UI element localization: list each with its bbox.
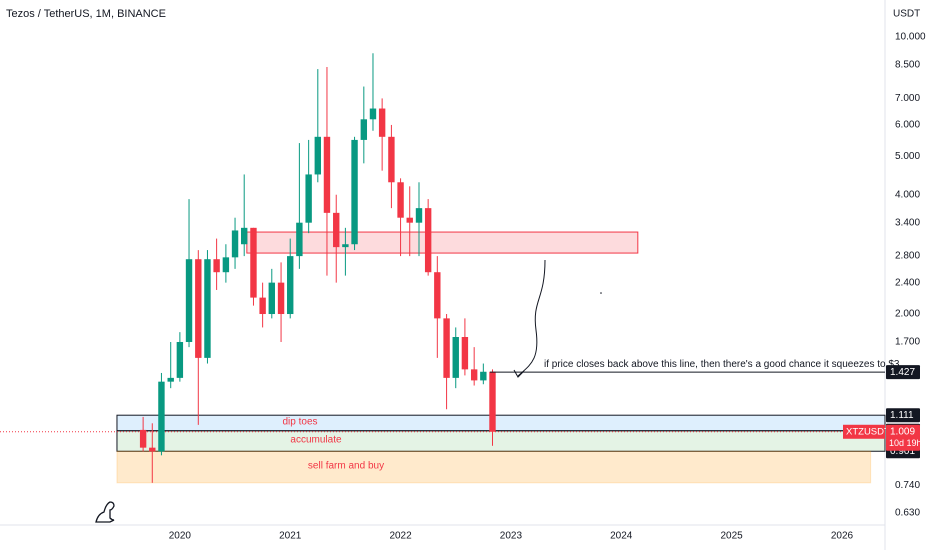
- y-tick-label: 2.800: [895, 251, 920, 262]
- y-tick-label: 2.000: [895, 309, 920, 320]
- y-tick-label: 1.700: [895, 337, 920, 348]
- zone: [246, 231, 639, 254]
- candle-body: [489, 371, 496, 432]
- last-price-label: 1.009: [890, 426, 915, 437]
- zone: [116, 414, 886, 432]
- symbol-tag-bg: [843, 424, 885, 439]
- y-tick-label: 10.000: [895, 32, 926, 43]
- candle-body: [434, 272, 441, 319]
- candle-body: [342, 244, 349, 248]
- y-tick-label: 7.000: [895, 93, 920, 104]
- candle-body: [415, 208, 423, 223]
- candle-body: [424, 208, 432, 273]
- candle-body: [388, 136, 395, 183]
- x-tick-label: 2026: [831, 531, 854, 542]
- candle-body: [167, 377, 174, 382]
- x-tick-label: 2020: [169, 531, 192, 542]
- zone-price-label: 0.901: [890, 446, 915, 457]
- candle-body: [231, 230, 239, 258]
- line-price-label-bg: [886, 365, 920, 380]
- dot: [600, 292, 602, 294]
- candle-body: [287, 256, 294, 315]
- candle-body: [323, 136, 331, 213]
- zone-label: accumulate: [290, 435, 342, 446]
- y-tick-label: 3.400: [895, 217, 920, 228]
- candle-body: [406, 217, 413, 223]
- candle-body: [176, 341, 184, 378]
- x-tick-label: 2023: [500, 531, 523, 542]
- candle-body: [461, 336, 469, 370]
- y-tick-label: 8.500: [895, 60, 920, 71]
- candle-body: [149, 447, 156, 452]
- candle-body: [480, 371, 487, 381]
- candle-body: [360, 119, 368, 140]
- axis-unit: USDT: [893, 9, 920, 20]
- candle-body: [397, 182, 404, 218]
- candle-body: [158, 381, 165, 452]
- candle-body: [268, 282, 275, 315]
- chart-title: Tezos / TetherUS, 1M, BINANCE: [6, 8, 166, 20]
- x-tick-label: 2025: [720, 531, 743, 542]
- logo: [95, 501, 115, 523]
- y-tick-label: 5.000: [895, 151, 920, 162]
- candle-body: [213, 259, 220, 273]
- candle-body: [250, 227, 257, 298]
- last-price-bg: [886, 424, 920, 451]
- zone-price-label: 1.111: [890, 410, 914, 421]
- candle-body: [277, 282, 285, 315]
- x-tick-label: 2022: [389, 531, 412, 542]
- candle-body: [195, 259, 202, 358]
- candle-body: [369, 108, 377, 120]
- candle-body: [378, 108, 386, 137]
- y-tick-label: 4.000: [895, 189, 920, 200]
- candle-body: [139, 429, 147, 448]
- annotation: if price closes back above this line, th…: [544, 359, 900, 370]
- zone-label: dip toes: [282, 417, 317, 428]
- zone: [116, 430, 886, 452]
- candle-body: [452, 336, 459, 378]
- y-tick-label: 2.400: [895, 277, 920, 288]
- zone-price-label-bg: [886, 408, 920, 423]
- countdown: 10d 19h: [889, 438, 922, 448]
- y-tick-label: 0.740: [895, 480, 920, 491]
- candle-body: [314, 136, 322, 175]
- candle-body: [204, 259, 211, 358]
- candle-body: [296, 222, 303, 257]
- candle-body: [241, 227, 248, 245]
- y-tick-label: 0.630: [895, 507, 920, 518]
- line-price-label: 1.427: [890, 367, 915, 378]
- candle-body: [305, 174, 312, 223]
- candle-body: [443, 318, 450, 378]
- zone-label: sell farm and buy: [308, 461, 384, 472]
- x-tick-label: 2024: [610, 531, 633, 542]
- x-tick-label: 2021: [279, 531, 302, 542]
- candle-body: [222, 257, 230, 273]
- candle-body: [351, 139, 358, 245]
- y-tick-label: 6.000: [895, 120, 920, 131]
- candle-body: [470, 369, 478, 381]
- candle-body: [333, 212, 340, 248]
- symbol-tag: XTZUSDT: [846, 426, 890, 437]
- candle-body: [185, 259, 193, 342]
- candle-body: [259, 297, 266, 315]
- zone: [116, 450, 872, 484]
- drawn-arrow: [517, 259, 546, 377]
